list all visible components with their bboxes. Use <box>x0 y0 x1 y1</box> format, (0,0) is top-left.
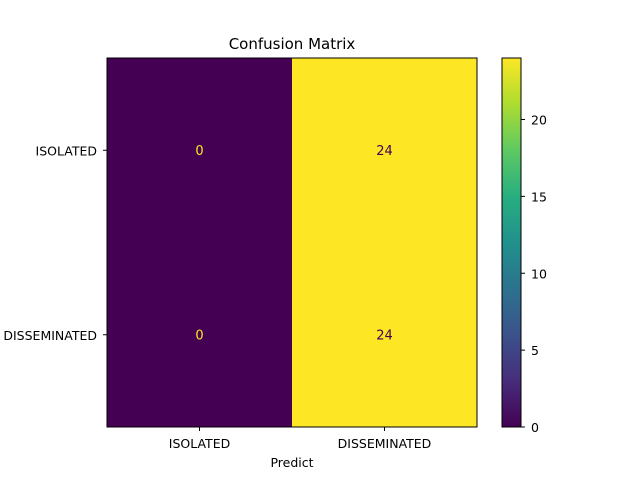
x-axis-ticks: ISOLATED DISSEMINATED <box>169 427 432 451</box>
y-axis-ticks: ISOLATED DISSEMINATED <box>3 143 107 343</box>
x-tick-label: DISSEMINATED <box>338 436 432 451</box>
colorbar-tick-label: 15 <box>531 189 547 204</box>
cell-value-label: 0 <box>195 328 203 343</box>
cell-value-label: 0 <box>195 144 203 159</box>
x-axis-label: Predict <box>270 455 313 470</box>
colorbar-tick-label: 20 <box>531 113 547 128</box>
colorbar-tick-label: 0 <box>531 420 539 435</box>
colorbar-tick-label: 10 <box>531 266 547 281</box>
chart-title: Confusion Matrix <box>229 35 356 53</box>
x-tick-label: ISOLATED <box>169 436 230 451</box>
heatmap-cell <box>292 58 478 243</box>
heatmap-cell <box>107 242 293 428</box>
cell-value-label: 24 <box>376 328 393 343</box>
cell-value-label: 24 <box>376 144 393 159</box>
heatmap-cell <box>292 242 478 428</box>
colorbar <box>501 57 522 428</box>
heatmap-cell <box>107 58 293 243</box>
y-tick-label: ISOLATED <box>36 143 97 158</box>
plot-frame <box>106 57 478 428</box>
colorbar-tick-label: 5 <box>531 343 539 358</box>
y-tick-label: DISSEMINATED <box>3 328 97 343</box>
heatmap-cells: 0 24 0 24 <box>107 58 478 428</box>
colorbar-ticks: 0 5 10 15 20 <box>521 113 547 435</box>
